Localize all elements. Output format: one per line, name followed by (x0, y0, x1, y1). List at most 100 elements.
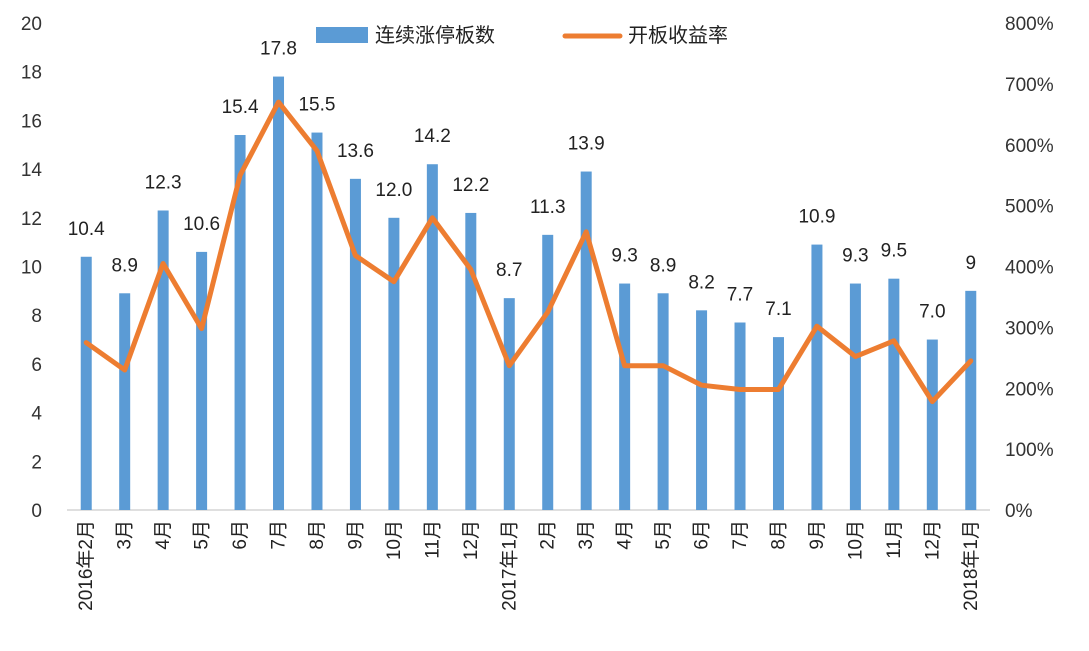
y-left-tick-label: 10 (21, 258, 42, 279)
y-right-tick-label: 700% (1005, 75, 1054, 96)
x-tick-label: 5月 (192, 520, 213, 550)
y-right-tick-label: 0% (1005, 501, 1033, 522)
bar-value-label: 11.3 (530, 197, 566, 218)
x-tick-label: 12月 (461, 520, 482, 560)
bar (119, 293, 131, 510)
x-tick-label: 3月 (576, 520, 597, 550)
x-tick-label: 11月 (422, 520, 443, 559)
bar (465, 212, 477, 510)
bar-value-label: 13.9 (568, 134, 605, 155)
x-tick-label: 9月 (807, 520, 828, 550)
bar (80, 256, 92, 510)
bar-value-label: 9 (965, 253, 976, 274)
x-tick-label: 6月 (230, 520, 251, 550)
bar (196, 251, 208, 510)
y-left-tick-label: 18 (21, 63, 42, 84)
y-left-tick-label: 4 (31, 404, 42, 425)
bar (734, 322, 746, 510)
x-tick-label: 2017年1月 (498, 520, 520, 611)
y-left-tick-label: 14 (21, 160, 43, 181)
bar (426, 164, 438, 511)
y-left-tick-label: 8 (31, 306, 42, 327)
bar (772, 337, 784, 510)
y-right-tick-label: 600% (1005, 136, 1054, 157)
bar (657, 293, 669, 510)
x-tick-label: 2018年1月 (960, 520, 982, 611)
bar-value-label: 8.2 (688, 272, 714, 293)
bar-value-label: 12.3 (145, 172, 182, 193)
bar (542, 234, 554, 510)
bar (619, 283, 631, 510)
bar (965, 290, 977, 510)
x-tick-label: 7月 (269, 520, 290, 550)
y-left-tick-label: 20 (21, 14, 42, 35)
bar-value-label: 13.6 (337, 141, 374, 162)
bar-value-label: 9.3 (842, 246, 868, 267)
legend-label-bars: 连续涨停板数 (375, 24, 495, 47)
x-tick-label: 4月 (615, 520, 636, 550)
bar (580, 171, 592, 510)
y-right-tick-label: 100% (1005, 440, 1054, 461)
x-tick-label: 7月 (730, 520, 751, 550)
bar-value-label: 17.8 (260, 39, 297, 60)
bar-value-label: 14.2 (414, 126, 451, 147)
y-right-tick-label: 400% (1005, 258, 1054, 279)
y-left-tick-label: 6 (31, 355, 42, 376)
y-right-tick-label: 500% (1005, 197, 1054, 218)
x-tick-label: 10月 (845, 520, 866, 560)
bar-value-label: 9.5 (881, 241, 907, 262)
y-left-tick-label: 12 (21, 209, 42, 230)
bar-value-label: 8.9 (111, 255, 137, 276)
legend-swatch-bars (316, 27, 368, 43)
legend-label-line: 开板收益率 (628, 24, 728, 47)
x-tick-label: 3月 (115, 520, 136, 550)
bar-value-label: 10.9 (798, 207, 835, 228)
x-tick-label: 2016年2月 (75, 520, 97, 611)
bar (926, 339, 938, 510)
x-tick-label: 8月 (307, 520, 328, 550)
x-tick-label: 5月 (653, 520, 674, 550)
bar (503, 298, 515, 510)
bar (888, 278, 900, 510)
bar (311, 132, 323, 510)
x-tick-label: 8月 (768, 520, 789, 550)
axes: 024681012141618200%100%200%300%400%500%6… (21, 14, 1054, 522)
bar (696, 310, 708, 510)
x-tick-label: 4月 (153, 520, 174, 550)
bar-value-label: 7.1 (765, 299, 791, 320)
bar-value-label: 12.0 (375, 180, 412, 201)
bar-value-label: 7.7 (727, 285, 753, 306)
bar-value-label: 10.4 (68, 219, 105, 240)
bar-value-label: 8.7 (496, 260, 522, 281)
x-tick-label: 10月 (384, 520, 405, 560)
bar (849, 283, 861, 510)
bar (349, 178, 361, 510)
y-right-tick-label: 200% (1005, 379, 1054, 400)
legend: 连续涨停板数 开板收益率 (316, 24, 728, 47)
y-left-tick-label: 16 (21, 111, 42, 132)
data-labels: 10.4 8.9 12.310.6 15.4 17.8 15.5 13.612.0 14.2 1… (68, 39, 976, 323)
x-tick-label: 9月 (345, 520, 366, 550)
bar-value-label: 15.5 (298, 95, 335, 116)
bar-series (80, 76, 977, 511)
x-axis-ticks: 2016年2月 3月 4月 5月 6月 7月 8月 9月 10月 11月 12月 2017年1月 2月 3… (75, 520, 982, 611)
y-right-tick-label: 300% (1005, 318, 1054, 339)
bar (157, 210, 169, 510)
line-series (83, 99, 974, 405)
bar-value-label: 10.6 (183, 214, 220, 235)
x-tick-label: 11月 (884, 520, 905, 559)
x-tick-label: 2月 (538, 520, 559, 550)
bar-value-label: 9.3 (611, 246, 637, 267)
bar-value-label: 15.4 (222, 97, 259, 118)
bar-value-label: 8.9 (650, 255, 676, 276)
y-left-tick-label: 0 (31, 501, 42, 522)
y-right-tick-label: 800% (1005, 14, 1054, 35)
line-path (83, 99, 974, 405)
bar (388, 217, 400, 511)
x-tick-label: 6月 (692, 520, 713, 550)
y-left-tick-label: 2 (31, 452, 42, 473)
bar (234, 135, 246, 510)
x-tick-label: 12月 (922, 520, 943, 560)
bar (273, 76, 285, 510)
